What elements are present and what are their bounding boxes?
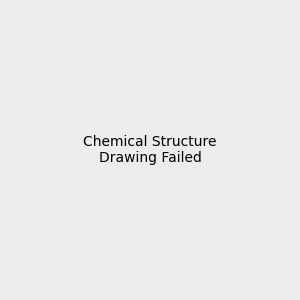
Text: Chemical Structure
Drawing Failed: Chemical Structure Drawing Failed	[83, 135, 217, 165]
